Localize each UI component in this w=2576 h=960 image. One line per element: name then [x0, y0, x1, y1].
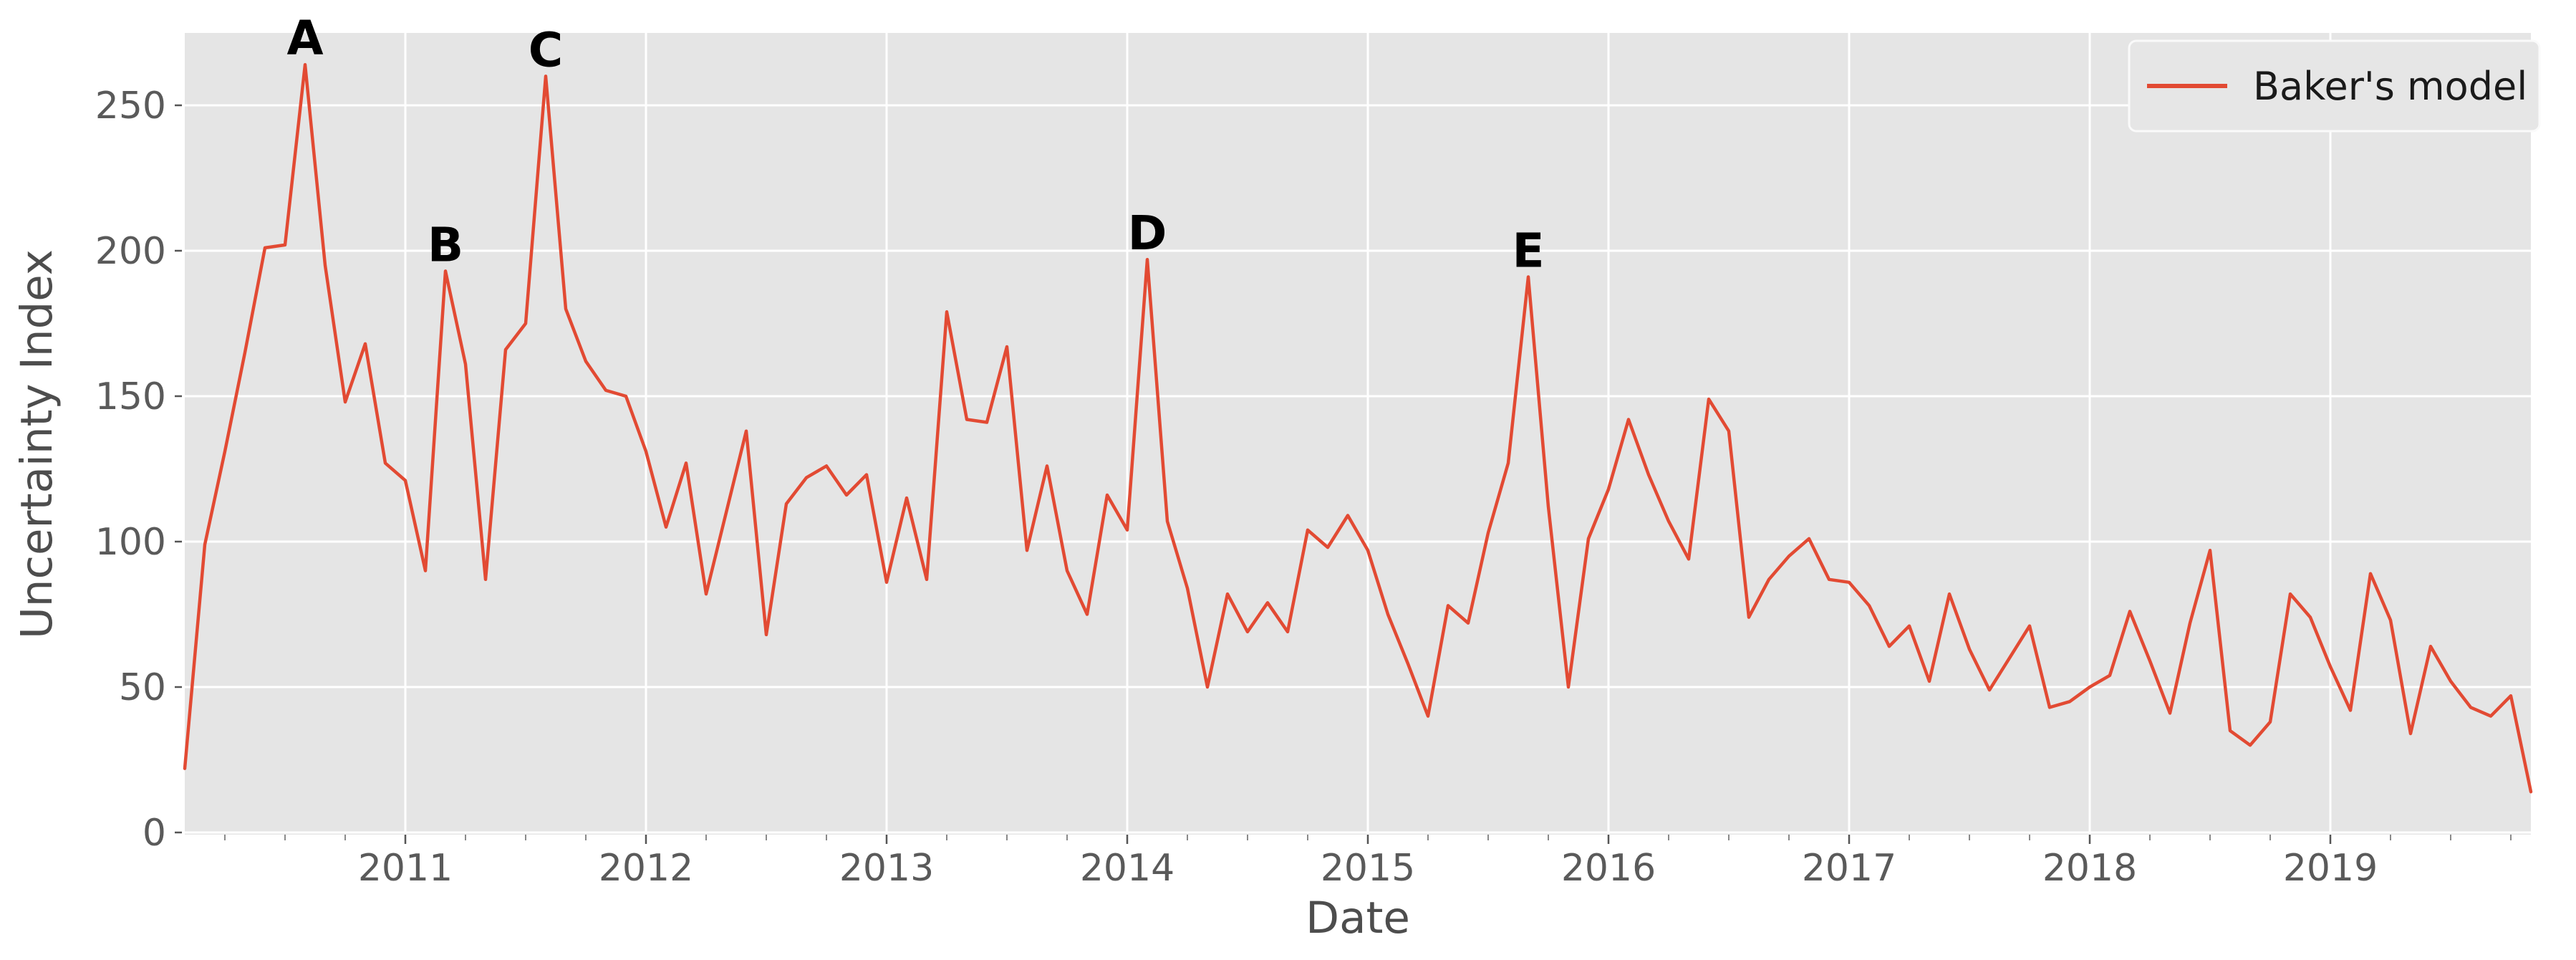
- legend: Baker's model: [2128, 39, 2541, 133]
- gridlines: [185, 33, 2531, 835]
- y-tick-label: 200: [95, 230, 166, 273]
- y-axis-title: Uncertainty Index: [11, 249, 62, 639]
- annotation-label-a: A: [286, 11, 323, 66]
- axis-ticks: [175, 104, 2512, 844]
- annotation-label-c: C: [529, 22, 563, 77]
- y-tick-labels: 0 50 100 150 200 250: [95, 85, 166, 855]
- x-tick-labels: 2011 2012 2013 2014 2015 2016 2017 2018 2019: [358, 847, 2378, 890]
- y-tick-label: 50: [119, 666, 166, 709]
- legend-box: [2128, 39, 2541, 133]
- x-tick-label: 2012: [599, 847, 693, 890]
- x-axis-title: Date: [1306, 893, 1410, 944]
- legend-label: Baker's model: [2253, 64, 2527, 109]
- y-tick-label: 150: [95, 375, 166, 418]
- x-tick-label: 2019: [2283, 847, 2378, 890]
- annotation-label-b: B: [428, 217, 463, 272]
- x-tick-label: 2017: [1802, 847, 1896, 890]
- x-tick-label: 2013: [839, 847, 934, 890]
- x-tick-label: 2016: [1561, 847, 1656, 890]
- y-tick-label: 0: [143, 812, 166, 855]
- plot-background: [185, 33, 2531, 835]
- series-line-bakers-model: [183, 62, 2533, 794]
- x-tick-label: 2015: [1321, 847, 1415, 890]
- peak-annotations: A B C D E: [286, 11, 1544, 278]
- x-tick-label: 2014: [1080, 847, 1174, 890]
- x-tick-label: 2018: [2042, 847, 2137, 890]
- y-tick-label: 100: [95, 521, 166, 564]
- y-tick-label: 250: [95, 85, 166, 128]
- annotation-label-d: D: [1128, 206, 1167, 261]
- x-tick-label: 2011: [358, 847, 453, 890]
- annotation-label-e: E: [1512, 224, 1544, 279]
- series-lines: [183, 62, 2533, 794]
